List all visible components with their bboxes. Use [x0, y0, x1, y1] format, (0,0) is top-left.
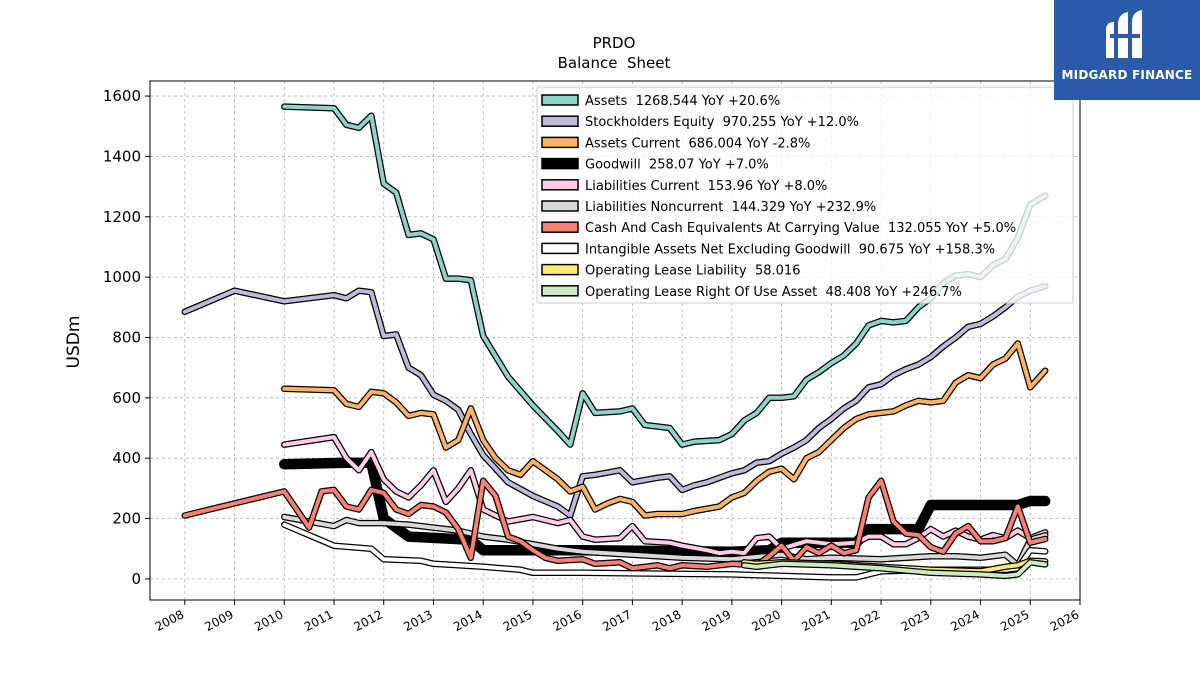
y-tick-label: 400	[112, 449, 141, 467]
x-tick-label: 2019	[700, 607, 734, 634]
legend-swatch	[541, 94, 579, 106]
x-tick-label: 2011	[302, 607, 336, 634]
y-tick-label: 0	[131, 570, 141, 588]
legend-label: Goodwill 258.07 YoY +7.0%	[585, 158, 769, 173]
x-tick-label: 2010	[252, 607, 286, 634]
series-line-6	[181, 477, 1049, 572]
x-tick-label: 2022	[849, 607, 883, 634]
x-tick-label: 2008	[153, 607, 187, 634]
y-tick-label: 600	[112, 389, 141, 407]
x-tick-label: 2018	[650, 607, 684, 634]
x-tick-label: 2009	[202, 607, 236, 634]
logo-mark-icon	[1106, 10, 1142, 58]
midgard-finance-logo: MIDGARD FINANCE	[1054, 0, 1200, 100]
legend-label: Liabilities Noncurrent 144.329 YoY +232.…	[585, 200, 876, 215]
legend-swatch	[541, 115, 579, 127]
legend-entry: Goodwill 258.07 YoY +7.0%	[541, 157, 769, 173]
legend-label: Intangible Assets Net Excluding Goodwill…	[585, 242, 995, 257]
series-line-1	[181, 282, 1049, 519]
x-tick-label: 2025	[998, 607, 1032, 634]
series-line-3	[279, 457, 1051, 557]
legend-entry: Stockholders Equity 970.255 YoY +12.0%	[541, 115, 859, 130]
x-tick-label: 2024	[948, 607, 982, 634]
legend-swatch	[541, 285, 579, 297]
x-tick-label: 2016	[551, 607, 585, 634]
y-tick-label: 800	[112, 328, 141, 346]
logo-text: MIDGARD FINANCE	[1061, 68, 1193, 82]
legend-entry: Liabilities Current 153.96 YoY +8.0%	[541, 179, 827, 194]
x-tick-label: 2021	[799, 607, 833, 634]
legend-swatch	[541, 200, 579, 212]
x-tick-label: 2023	[899, 607, 933, 634]
series-layer	[181, 103, 1051, 581]
legend-entry: Operating Lease Right Of Use Asset 48.40…	[541, 285, 962, 300]
x-tick-label: 2013	[401, 607, 435, 634]
legend-label: Operating Lease Right Of Use Asset 48.40…	[585, 285, 962, 300]
legend-label: Assets Current 686.004 YoY -2.8%	[585, 136, 810, 151]
legend-swatch	[541, 221, 579, 233]
y-axis-label: USDm	[64, 316, 84, 369]
chart-title: PRDO	[593, 34, 636, 52]
series-line-9	[741, 559, 1049, 580]
x-tick-label: 2026	[1048, 607, 1082, 634]
series-line-2	[281, 340, 1049, 519]
x-tick-label: 2017	[600, 607, 634, 634]
legend-swatch	[541, 179, 579, 191]
plot-frame	[149, 80, 1081, 601]
legend-label: Operating Lease Liability 58.016	[585, 264, 800, 279]
legend-entry: Assets 1268.544 YoY +20.6%	[541, 94, 780, 109]
legend-entry: Liabilities Noncurrent 144.329 YoY +232.…	[541, 200, 876, 215]
legend-label: Stockholders Equity 970.255 YoY +12.0%	[585, 115, 859, 130]
legend-entry: Operating Lease Liability 58.016	[541, 263, 800, 279]
legend-swatch	[541, 136, 579, 149]
x-tick-label: 2012	[352, 607, 386, 634]
x-tick-label: 2015	[501, 607, 535, 634]
series-line-5	[281, 513, 1049, 569]
legend-swatch	[541, 157, 579, 170]
y-tick-label: 1000	[103, 268, 141, 286]
legend-box	[536, 86, 1074, 304]
y-tick-label: 1200	[103, 208, 141, 226]
y-tick-label: 200	[112, 510, 141, 528]
x-tick-label: 2014	[451, 607, 485, 634]
x-tick-label: 2020	[749, 607, 783, 634]
y-tick-label: 1600	[103, 87, 141, 105]
series-line-4	[281, 433, 1049, 557]
legend-swatch	[541, 242, 579, 255]
legend: Assets 1268.544 YoY +20.6% Stockholders E…	[536, 86, 1074, 304]
legend-label: Cash And Cash Equivalents At Carrying Va…	[585, 221, 1016, 236]
legend-label: Assets 1268.544 YoY +20.6%	[585, 94, 780, 109]
y-tick-label: 1400	[103, 147, 141, 165]
legend-entry: Intangible Assets Net Excluding Goodwill…	[541, 242, 995, 257]
chart-subtitle: Balance Sheet	[558, 54, 671, 72]
legend-entry: Cash And Cash Equivalents At Carrying Va…	[541, 221, 1016, 236]
legend-entry: Assets Current 686.004 YoY -2.8%	[541, 136, 810, 151]
legend-label: Liabilities Current 153.96 YoY +8.0%	[585, 179, 827, 194]
legend-swatch	[541, 263, 579, 276]
